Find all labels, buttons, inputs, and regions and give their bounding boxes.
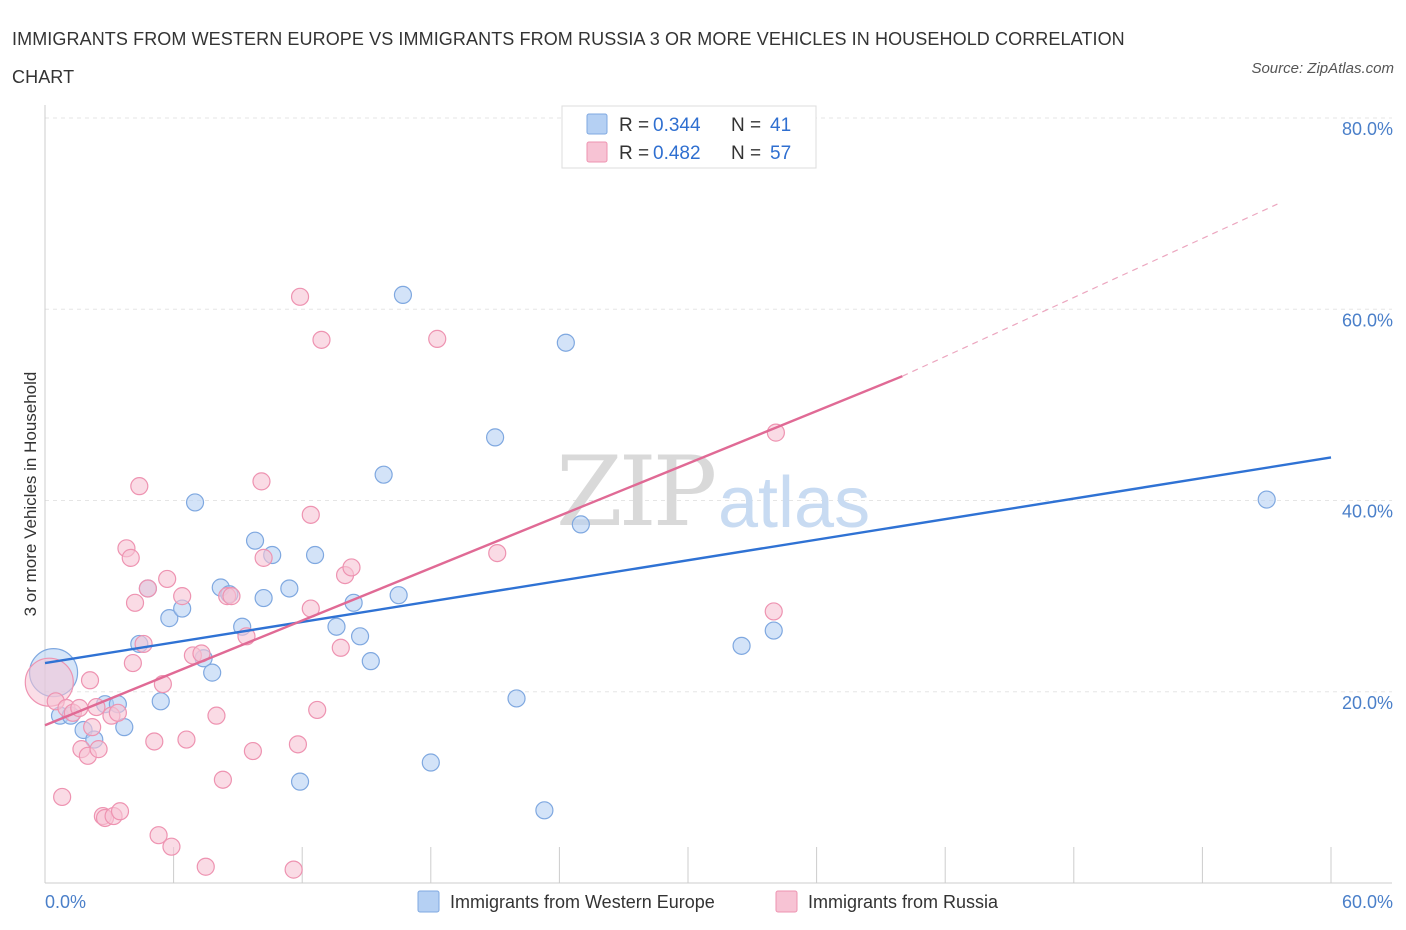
russia-point-35	[213, 770, 232, 789]
legend-n-label-2: N =	[731, 143, 761, 164]
western-europe-point-38	[732, 636, 751, 655]
legend-n-value-1: 41	[770, 115, 791, 136]
russia-point-24	[138, 579, 157, 598]
russia-point-43	[288, 735, 308, 754]
western-europe-point-15	[203, 663, 222, 682]
russia-point-31	[177, 730, 196, 749]
western-europe-point-22	[280, 579, 299, 598]
russia-point-48	[312, 330, 331, 349]
russia-point-51	[342, 558, 361, 577]
y-tick-label-0: 20.0%	[1342, 693, 1393, 713]
legend-r-value-2: 0.482	[653, 143, 701, 164]
series-western-europe-points	[28, 285, 1276, 820]
western-europe-point-28	[361, 652, 380, 671]
western-europe-point-31	[393, 285, 413, 305]
russia-point-23	[134, 634, 153, 654]
russia-point-30	[173, 587, 192, 606]
western-europe-point-32	[421, 753, 440, 772]
grid-lines	[45, 117, 1392, 693]
x-tick-label-1: 60.0%	[1342, 892, 1393, 912]
chart-title: IMMIGRANTS FROM WESTERN EUROPE VS IMMIGR…	[12, 29, 1125, 87]
western-europe-point-39	[764, 621, 783, 640]
axes	[44, 105, 1392, 884]
correlation-legend: R = 0.344 N = 41 R = 0.482 N = 57	[561, 105, 817, 169]
russia-point-26	[149, 826, 168, 845]
trend-lines	[44, 203, 1332, 727]
bottom-legend-label-2: Immigrants from Russia	[808, 892, 999, 912]
bottom-legend-swatch-pink	[775, 890, 798, 913]
bottom-legend-label-1: Immigrants from Western Europe	[450, 892, 715, 912]
western-europe-point-25	[327, 617, 346, 636]
russia-point-47	[308, 700, 327, 720]
western-europe-point-36	[556, 333, 575, 352]
russia-point-16	[108, 703, 127, 722]
watermark-atlas: atlas	[718, 463, 870, 543]
western-europe-trend-line	[44, 456, 1332, 665]
russia-point-42	[284, 860, 303, 879]
russia-point-2	[53, 787, 72, 807]
western-europe-point-34	[507, 689, 526, 708]
russia-point-20	[123, 653, 142, 673]
series-russia-points	[24, 287, 785, 879]
western-europe-point-11	[160, 609, 179, 628]
russia-point-28	[158, 569, 177, 589]
russia-point-56	[207, 706, 226, 725]
legend-swatch-blue	[586, 113, 608, 135]
russia-trend-line	[44, 375, 903, 727]
russia-point-17	[110, 802, 130, 821]
western-europe-point-23	[290, 772, 310, 791]
russia-point-11	[89, 740, 108, 759]
russia-point-54	[764, 602, 783, 621]
y-tick-label-1: 40.0%	[1342, 502, 1393, 522]
russia-point-29	[162, 837, 181, 856]
russia-point-9	[83, 718, 102, 737]
source-label: Source: ZipAtlas.com	[1251, 60, 1394, 77]
russia-point-21	[125, 593, 145, 612]
russia-point-53	[488, 543, 507, 563]
western-europe-point-40	[1257, 490, 1276, 509]
legend-r-label-1: R =	[619, 115, 649, 136]
legend-swatch-pink	[586, 141, 608, 163]
russia-point-22	[130, 477, 149, 496]
russia-point-34	[196, 857, 215, 876]
bottom-legend-swatch-blue	[417, 890, 440, 913]
russia-point-46	[301, 505, 320, 524]
y-tick-label-2: 60.0%	[1342, 310, 1393, 330]
russia-point-49	[331, 638, 350, 657]
western-europe-point-27	[350, 627, 370, 646]
western-europe-point-10	[151, 692, 170, 711]
russia-point-37	[222, 587, 241, 606]
western-europe-point-20	[254, 588, 273, 608]
series-legend: Immigrants from Western Europe Immigrant…	[417, 890, 999, 913]
western-europe-point-29	[374, 465, 393, 484]
y-axis-title: 3 or more Vehicles in Household	[21, 372, 40, 617]
legend-r-value-1: 0.344	[653, 115, 701, 136]
western-europe-point-24	[305, 545, 325, 565]
russia-trend-extension	[902, 203, 1278, 377]
y-tick-label-3: 80.0%	[1342, 119, 1393, 139]
western-europe-point-30	[389, 586, 408, 605]
western-europe-point-35	[535, 801, 554, 820]
tick-labels: 20.0% 40.0% 60.0% 80.0% 0.0% 60.0%	[45, 119, 1393, 912]
legend-r-label-2: R =	[619, 143, 649, 164]
russia-point-19	[121, 548, 140, 567]
russia-point-25	[145, 732, 164, 751]
russia-point-40	[252, 472, 271, 491]
russia-point-8	[80, 671, 100, 690]
russia-point-52	[428, 329, 447, 348]
russia-point-41	[254, 548, 273, 567]
western-europe-point-13	[185, 493, 205, 512]
legend-n-value-2: 57	[770, 143, 791, 164]
legend-n-label-1: N =	[731, 115, 761, 136]
russia-point-44	[290, 287, 310, 306]
western-europe-point-37	[571, 515, 590, 534]
russia-point-39	[243, 741, 263, 761]
western-europe-point-19	[245, 531, 265, 550]
x-tick-label-0: 0.0%	[45, 892, 86, 912]
western-europe-point-33	[486, 428, 505, 447]
